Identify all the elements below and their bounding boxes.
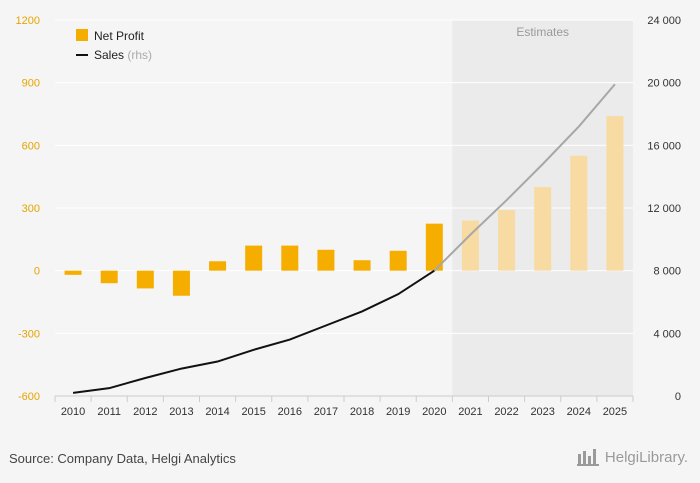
- net-profit-bar: [461, 220, 479, 271]
- net-profit-bar: [281, 245, 299, 271]
- left-axis-tick: 600: [22, 140, 40, 152]
- net-profit-bar: [245, 245, 263, 271]
- net-profit-bar: [389, 250, 407, 271]
- legend-sales-name: Sales: [94, 48, 127, 62]
- legend-label-sales: Sales (rhs): [94, 48, 152, 62]
- x-axis-tick: 2021: [458, 406, 482, 418]
- left-axis-tick: 0: [34, 266, 40, 278]
- x-axis-tick: 2014: [205, 406, 229, 418]
- net-profit-bar: [317, 249, 335, 271]
- right-axis-tick: 24 000: [647, 15, 681, 27]
- net-profit-bar: [570, 155, 588, 271]
- legend-swatch-net-profit: [76, 29, 88, 41]
- x-axis-tick: 2025: [603, 406, 627, 418]
- net-profit-bar: [353, 260, 371, 271]
- legend-label-net-profit: Net Profit: [94, 29, 145, 43]
- sales-line: [72, 269, 435, 394]
- x-axis-tick: 2019: [386, 406, 410, 418]
- brand-text: HelgiLibrary.: [604, 448, 688, 466]
- net-profit-bar: [534, 187, 552, 271]
- net-profit-bar: [498, 210, 516, 271]
- x-axis-tick: 2016: [278, 406, 302, 418]
- sales-line-estimate: [433, 83, 616, 272]
- x-axis-tick: 2013: [169, 406, 193, 418]
- net-profit-bar: [606, 116, 624, 271]
- library-icon: [576, 449, 599, 466]
- net-profit-bar: [64, 270, 82, 275]
- left-axis-tick: 900: [22, 78, 40, 90]
- net-profit-bar: [172, 270, 190, 296]
- x-axis-tick: 2023: [530, 406, 554, 418]
- left-axis-tick: 1200: [16, 15, 40, 27]
- right-axis-tick: 12 000: [647, 203, 681, 215]
- left-axis-tick: -600: [18, 391, 40, 403]
- x-axis-tick: 2015: [241, 406, 265, 418]
- x-axis-tick: 2024: [567, 406, 591, 418]
- source-note: Source: Company Data, Helgi Analytics: [9, 451, 236, 466]
- x-axis-tick: 2011: [97, 406, 121, 418]
- x-axis-tick: 2018: [350, 406, 374, 418]
- right-axis-tick: 0: [675, 391, 681, 403]
- left-axis-tick: 300: [22, 203, 40, 215]
- right-axis-tick: 20 000: [647, 78, 681, 90]
- left-axis-tick: -300: [18, 328, 40, 340]
- net-profit-bar: [425, 223, 443, 271]
- combo-chart: Estimates -600 -300 0 300 600 900 1200 0 4 000 8 0…: [16, 15, 681, 418]
- x-axis-tick: 2020: [422, 406, 446, 418]
- x-axis-tick: 2010: [61, 406, 85, 418]
- helgi-library-logo: HelgiLibrary.: [576, 448, 688, 466]
- x-axis-tick: 2012: [133, 406, 157, 418]
- legend-sales-suffix: (rhs): [127, 48, 152, 62]
- net-profit-bar: [209, 261, 227, 271]
- right-axis-tick: 4 000: [653, 328, 681, 340]
- right-axis-tick: 16 000: [647, 140, 681, 152]
- net-profit-bar: [136, 270, 154, 289]
- x-axis-tick: 2022: [494, 406, 518, 418]
- estimates-label: Estimates: [516, 25, 569, 39]
- x-axis-tick: 2017: [314, 406, 338, 418]
- right-axis-tick: 8 000: [653, 266, 681, 278]
- net-profit-bar: [100, 270, 118, 284]
